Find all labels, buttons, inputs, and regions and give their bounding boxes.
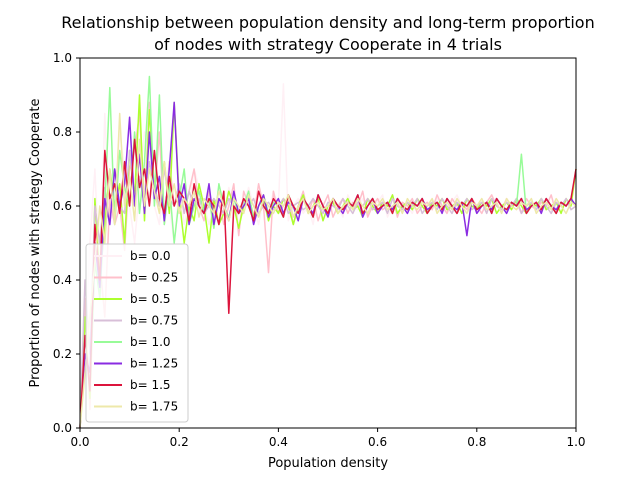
x-tick-label: 0.0: [70, 435, 89, 449]
chart-title-line1: Relationship between population density …: [61, 13, 594, 32]
x-tick-label: 1.0: [566, 435, 585, 449]
legend-label: b= 0.5: [130, 292, 171, 306]
plot-frame: [79, 57, 577, 429]
y-tick-label: 0.4: [53, 273, 72, 287]
series-line-7: [79, 112, 577, 429]
legend-label: b= 1.25: [130, 357, 178, 371]
chart-title-line2: of nodes with strategy Cooperate in 4 tr…: [154, 35, 502, 54]
x-tick-label: 0.4: [269, 435, 288, 449]
y-tick-label: 1.0: [53, 51, 72, 65]
x-tick-label: 0.8: [467, 435, 486, 449]
series-line-5: [79, 101, 577, 429]
x-tick-label: 0.2: [170, 435, 189, 449]
series-line-6: [79, 138, 577, 429]
y-tick-label: 0.0: [53, 421, 72, 435]
legend-label: b= 1.75: [130, 400, 178, 414]
legend-label: b= 0.0: [130, 249, 171, 263]
legend-box: [85, 243, 189, 423]
y-axis-ticks: 0.0 0.2 0.4 0.6 0.8 1.0: [53, 51, 80, 435]
y-axis-label: Proportion of nodes with strategy Cooper…: [28, 99, 43, 388]
x-axis-label: Population density: [268, 456, 388, 471]
y-tick-label: 0.6: [53, 199, 72, 213]
legend: b= 0.0 b= 0.25 b= 0.5 b= 0.75 b= 1.0 b= 1.25 b…: [85, 243, 189, 423]
x-axis-ticks: 0.0 0.2 0.4 0.6 0.8 1.0: [70, 428, 586, 449]
y-tick-label: 0.8: [53, 125, 72, 139]
y-tick-label: 0.2: [53, 347, 72, 361]
plot-lines: [79, 75, 577, 429]
legend-label: b= 1.0: [130, 335, 171, 349]
legend-label: b= 1.5: [130, 378, 171, 392]
x-tick-label: 0.6: [368, 435, 387, 449]
legend-label: b= 0.75: [130, 314, 178, 328]
legend-label: b= 0.25: [130, 271, 178, 285]
